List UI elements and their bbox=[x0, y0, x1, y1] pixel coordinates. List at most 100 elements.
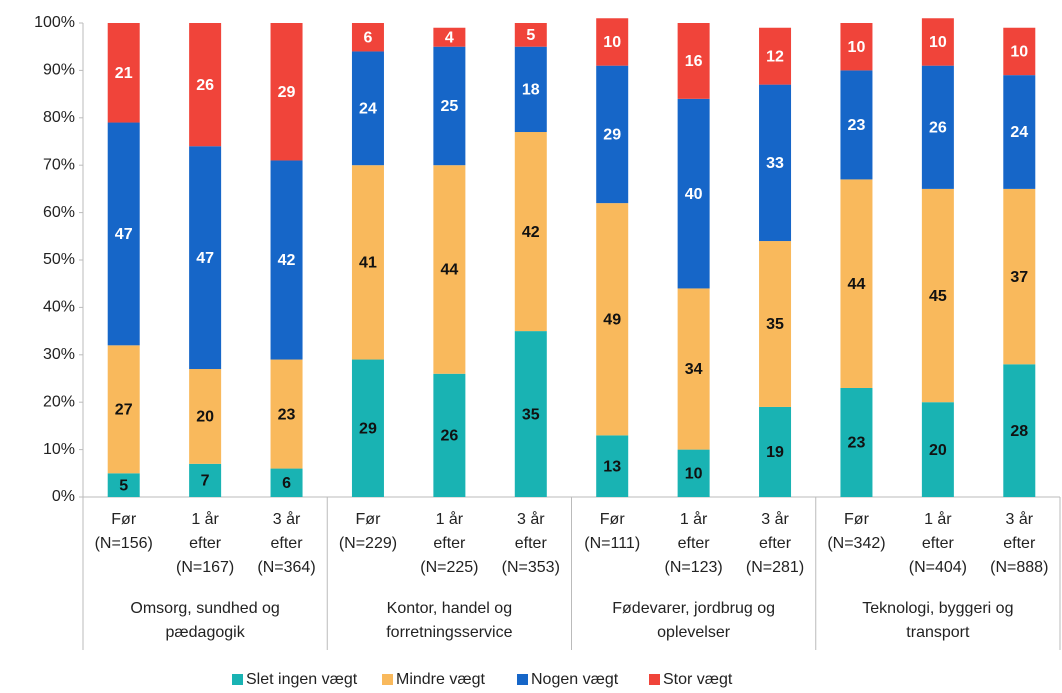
data-label: 6 bbox=[282, 475, 291, 492]
legend-swatch bbox=[517, 674, 528, 685]
bar-segment bbox=[1003, 27, 1036, 76]
bar-segment bbox=[351, 165, 384, 360]
data-label: 20 bbox=[196, 409, 214, 426]
legend-label: Slet ingen vægt bbox=[246, 671, 358, 688]
data-label: 10 bbox=[685, 466, 703, 483]
bar-segment bbox=[189, 369, 222, 464]
data-label: 23 bbox=[848, 435, 866, 452]
data-label: 18 bbox=[522, 82, 540, 99]
bar-segment bbox=[514, 46, 547, 133]
group-label: Kontor, handel og forretningsservice bbox=[386, 600, 513, 641]
data-label: 37 bbox=[1010, 269, 1028, 286]
data-label: 16 bbox=[685, 53, 703, 70]
data-label: 47 bbox=[115, 226, 133, 243]
bar-segment bbox=[677, 98, 710, 289]
data-label: 20 bbox=[929, 442, 947, 459]
bar-segment bbox=[270, 359, 303, 469]
data-label: 44 bbox=[440, 262, 458, 279]
data-label: 40 bbox=[685, 186, 703, 203]
bar-segment bbox=[596, 65, 629, 204]
bar-segment bbox=[759, 27, 792, 85]
bar-segment bbox=[677, 449, 710, 497]
y-tick-label: 50% bbox=[43, 251, 75, 268]
data-label: 35 bbox=[522, 406, 540, 423]
data-label: 28 bbox=[1010, 423, 1028, 440]
data-label: 5 bbox=[526, 27, 535, 44]
data-label: 13 bbox=[603, 458, 621, 475]
x-tick-label: Før (N=156) bbox=[94, 511, 153, 552]
bar-segment bbox=[514, 331, 547, 497]
bar-segment bbox=[189, 463, 222, 497]
bar-segment bbox=[596, 203, 629, 436]
data-label: 21 bbox=[115, 65, 133, 82]
bar-segment bbox=[189, 23, 222, 147]
group-label: Teknologi, byggeri og transport bbox=[862, 600, 1014, 641]
bar-segment bbox=[107, 23, 140, 123]
bar-segment bbox=[759, 241, 792, 407]
data-label: 34 bbox=[685, 361, 703, 378]
x-tick-label: Før (N=342) bbox=[827, 511, 886, 552]
bar-segment bbox=[921, 65, 954, 189]
y-tick-label: 20% bbox=[43, 393, 75, 410]
data-label: 26 bbox=[929, 119, 947, 136]
x-tick-label: 3 år efter (N=353) bbox=[501, 511, 560, 576]
data-label: 24 bbox=[1010, 124, 1028, 141]
group-label: Omsorg, sundhed og pædagogik bbox=[130, 600, 280, 641]
x-tick-label: 1 år efter (N=404) bbox=[908, 511, 967, 576]
data-label: 42 bbox=[278, 252, 296, 269]
x-tick-label: 3 år efter (N=364) bbox=[257, 511, 316, 576]
data-label: 35 bbox=[766, 316, 784, 333]
data-label: 24 bbox=[359, 101, 377, 118]
legend-label: Stor vægt bbox=[663, 671, 733, 688]
data-label: 33 bbox=[766, 155, 784, 172]
legend-label: Mindre vægt bbox=[396, 671, 485, 688]
data-label: 27 bbox=[115, 402, 133, 419]
data-label: 6 bbox=[364, 29, 373, 46]
x-tick-label: 3 år efter (N=281) bbox=[745, 511, 805, 576]
bar-segment bbox=[840, 387, 873, 497]
data-label: 44 bbox=[848, 276, 866, 293]
data-label: 42 bbox=[522, 224, 540, 241]
bar-segment bbox=[433, 46, 466, 166]
y-tick-label: 90% bbox=[43, 62, 75, 79]
bar-segment bbox=[107, 122, 140, 346]
bar-segment bbox=[514, 132, 547, 332]
data-label: 29 bbox=[359, 420, 377, 437]
data-label: 41 bbox=[359, 255, 377, 272]
data-label: 29 bbox=[278, 84, 296, 101]
bar-segment bbox=[270, 23, 303, 161]
x-tick-label: 1 år efter (N=225) bbox=[420, 511, 479, 576]
y-tick-label: 40% bbox=[43, 299, 75, 316]
bar-segment bbox=[759, 406, 792, 497]
bar-segment bbox=[921, 188, 954, 403]
data-label: 23 bbox=[848, 117, 866, 134]
data-label: 49 bbox=[603, 311, 621, 328]
data-label: 10 bbox=[1010, 44, 1028, 61]
y-tick-label: 60% bbox=[43, 204, 75, 221]
bar-segment bbox=[351, 51, 384, 166]
y-tick-label: 0% bbox=[52, 488, 75, 505]
x-tick-label: 1 år efter (N=167) bbox=[175, 511, 235, 576]
data-label: 26 bbox=[196, 77, 214, 94]
y-tick-label: 10% bbox=[43, 441, 75, 458]
data-label: 19 bbox=[766, 444, 784, 461]
bar-segment bbox=[596, 435, 629, 497]
data-label: 5 bbox=[119, 477, 128, 494]
bar-segment bbox=[433, 373, 466, 497]
x-tick-label: Før (N=111) bbox=[584, 511, 641, 552]
bar-segment bbox=[270, 160, 303, 360]
legend-swatch bbox=[382, 674, 393, 685]
y-tick-label: 30% bbox=[43, 346, 75, 363]
legend-label: Nogen vægt bbox=[531, 671, 619, 688]
data-label: 25 bbox=[440, 98, 458, 115]
x-tick-label: Før (N=229) bbox=[338, 511, 398, 552]
data-label: 4 bbox=[445, 29, 454, 46]
x-tick-label: 1 år efter (N=123) bbox=[664, 511, 723, 576]
data-label: 45 bbox=[929, 288, 947, 305]
bar-segment bbox=[840, 70, 873, 180]
data-label: 10 bbox=[848, 39, 866, 56]
data-label: 29 bbox=[603, 127, 621, 144]
bar-segment bbox=[189, 146, 222, 370]
bar-segment bbox=[351, 23, 384, 52]
